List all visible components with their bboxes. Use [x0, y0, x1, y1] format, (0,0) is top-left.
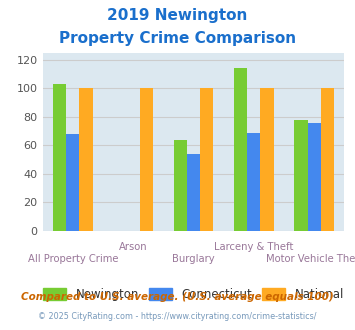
Text: Compared to U.S. average. (U.S. average equals 100): Compared to U.S. average. (U.S. average … [21, 292, 334, 302]
Bar [247, 133, 261, 231]
Bar [53, 84, 66, 231]
Text: All Property Crime: All Property Crime [28, 254, 118, 264]
Text: Arson: Arson [119, 242, 147, 252]
Bar [234, 69, 247, 231]
Bar [187, 154, 200, 231]
Bar [321, 88, 334, 231]
Bar [174, 140, 187, 231]
Text: Burglary: Burglary [172, 254, 215, 264]
Text: © 2025 CityRating.com - https://www.cityrating.com/crime-statistics/: © 2025 CityRating.com - https://www.city… [38, 312, 317, 321]
Text: 2019 Newington: 2019 Newington [107, 8, 248, 23]
Bar [307, 123, 321, 231]
Text: Larceny & Theft: Larceny & Theft [214, 242, 294, 252]
Text: Property Crime Comparison: Property Crime Comparison [59, 31, 296, 46]
Bar [200, 88, 213, 231]
Bar [66, 134, 80, 231]
Text: Motor Vehicle Theft: Motor Vehicle Theft [266, 254, 355, 264]
Bar [140, 88, 153, 231]
Legend: Newington, Connecticut, National: Newington, Connecticut, National [38, 283, 349, 306]
Bar [80, 88, 93, 231]
Bar [261, 88, 274, 231]
Bar [294, 120, 307, 231]
